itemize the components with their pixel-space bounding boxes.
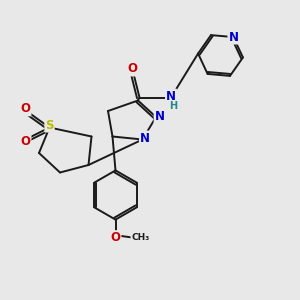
Text: O: O [110, 231, 121, 244]
Text: N: N [166, 89, 176, 103]
Text: N: N [154, 110, 165, 124]
Text: O: O [20, 135, 31, 148]
Text: CH₃: CH₃ [131, 233, 149, 242]
Text: O: O [127, 62, 137, 76]
Text: H: H [169, 101, 178, 111]
Text: S: S [45, 118, 54, 132]
Text: N: N [228, 31, 239, 44]
Text: O: O [20, 102, 31, 116]
Text: N: N [140, 131, 150, 145]
